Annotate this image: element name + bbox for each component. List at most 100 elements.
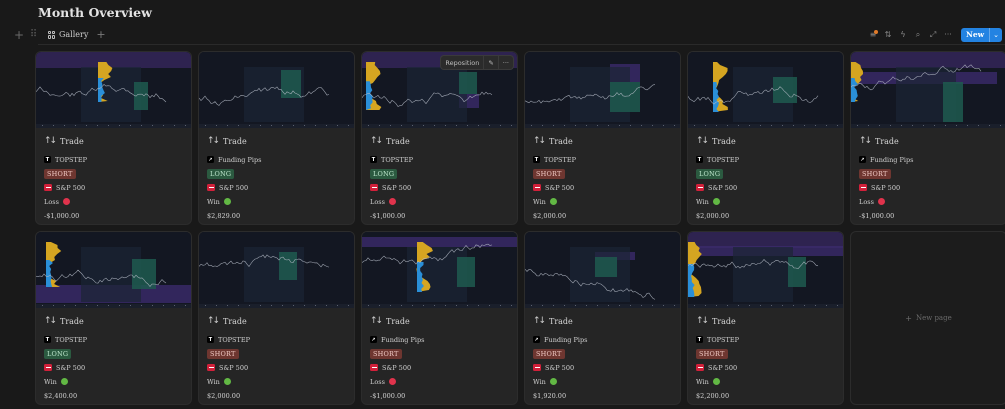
chevron-down-icon[interactable]: ⌄ [989, 27, 1002, 42]
instrument-icon [859, 184, 867, 191]
card-cover[interactable] [36, 52, 191, 128]
result-label: Win [533, 197, 546, 206]
gallery-card[interactable]: ↑↓ Trade ↗ Funding Pips SHORT S&P 500 Loss -$1,… [851, 52, 1005, 224]
direction-tag: LONG [44, 348, 72, 359]
result-property: Loss [370, 375, 509, 388]
trade-arrows-icon: ↑↓ [207, 316, 220, 326]
trade-arrows-icon: ↑↓ [370, 136, 383, 146]
sort-icon[interactable]: ⇅ [884, 30, 892, 39]
filter-icon[interactable]: ≡ [869, 30, 879, 39]
chart-thumbnail [199, 52, 354, 128]
view-toolbar: + ⠿ Gallery + ≡ ⇅ ϟ ⌕ ⤢ ··· New ⌄ [14, 26, 1005, 43]
gallery-card[interactable]: Reposition ✎ ··· ↑↓ Trade T TOPSTEP LONG S&P 500… [362, 52, 517, 224]
instrument-icon [370, 364, 378, 371]
card-title[interactable]: Trade [223, 316, 247, 326]
gallery-card[interactable]: ↑↓ Trade ↗ Funding Pips SHORT S&P 500 Loss -$1,… [362, 232, 517, 404]
instrument-name: S&P 500 [708, 363, 738, 372]
result-label: Win [44, 377, 57, 386]
reposition-button[interactable]: Reposition [445, 58, 480, 67]
firm-property: T TOPSTEP [44, 153, 183, 166]
card-cover[interactable]: Reposition ✎ ··· [362, 52, 517, 128]
more-icon[interactable]: ··· [944, 30, 952, 39]
more-icon[interactable]: ··· [497, 56, 513, 69]
tab-gallery[interactable]: Gallery [48, 30, 88, 39]
chart-thumbnail [199, 232, 354, 308]
card-cover[interactable] [199, 232, 354, 308]
card-title[interactable]: Trade [60, 316, 84, 326]
gallery-card[interactable]: ↑↓ Trade ↗ Funding Pips SHORT S&P 500 Win $1,92… [525, 232, 680, 404]
gallery-card[interactable]: ↑↓ Trade ↗ Funding Pips LONG S&P 500 Win $2,829… [199, 52, 354, 224]
card-title[interactable]: Trade [386, 136, 410, 146]
new-button-label[interactable]: New [966, 30, 985, 39]
card-cover[interactable] [36, 232, 191, 308]
card-title[interactable]: Trade [549, 136, 573, 146]
firm-name: TOPSTEP [381, 155, 413, 164]
card-title[interactable]: Trade [386, 316, 410, 326]
instrument-property: S&P 500 [370, 361, 509, 374]
result-dot-icon [388, 378, 396, 385]
card-cover[interactable] [851, 52, 1005, 128]
firm-name: TOPSTEP [707, 335, 739, 344]
search-icon[interactable]: ⌕ [915, 29, 921, 39]
card-cover[interactable] [688, 52, 843, 128]
instrument-property: S&P 500 [696, 361, 835, 374]
result-property: Win [207, 375, 346, 388]
direction-tag: SHORT [207, 348, 239, 359]
card-title[interactable]: Trade [549, 316, 573, 326]
firm-property: T TOPSTEP [696, 153, 835, 166]
result-label: Win [696, 377, 709, 386]
gallery-card[interactable]: ↑↓ Trade T TOPSTEP SHORT S&P 500 Win $2,200.00 [688, 232, 843, 404]
trade-arrows-icon: ↑↓ [533, 316, 546, 326]
expand-icon[interactable]: ⤢ [929, 29, 937, 39]
chart-thumbnail [525, 52, 680, 128]
card-title[interactable]: Trade [875, 136, 899, 146]
card-title[interactable]: Trade [223, 136, 247, 146]
result-dot-icon [712, 378, 720, 385]
new-page-card[interactable]: + New page [851, 232, 1005, 404]
gallery-card[interactable]: ↑↓ Trade T TOPSTEP SHORT S&P 500 Win $2,000.00 [525, 52, 680, 224]
trade-arrows-icon: ↑↓ [696, 316, 709, 326]
trade-arrows-icon: ↑↓ [44, 136, 57, 146]
instrument-property: S&P 500 [207, 181, 346, 194]
card-cover[interactable] [688, 232, 843, 308]
new-page-label: New page [915, 314, 952, 322]
gallery-card[interactable]: ↑↓ Trade T TOPSTEP LONG S&P 500 Win $2,000.00 [688, 52, 843, 224]
instrument-icon [533, 184, 541, 191]
gallery-card[interactable]: ↑↓ Trade T TOPSTEP SHORT S&P 500 Win $2,000.00 [199, 232, 354, 404]
card-title[interactable]: Trade [712, 136, 736, 146]
edit-icon[interactable]: ✎ [483, 56, 497, 69]
result-label: Loss [370, 377, 385, 386]
card-cover[interactable] [525, 232, 680, 308]
chart-thumbnail [36, 232, 191, 308]
firm-name: TOPSTEP [55, 335, 87, 344]
instrument-property: S&P 500 [859, 181, 998, 194]
new-button[interactable]: New ⌄ [961, 27, 1002, 42]
chart-thumbnail [525, 232, 680, 308]
card-title[interactable]: Trade [60, 136, 84, 146]
direction-tag: LONG [370, 168, 398, 179]
card-cover[interactable] [362, 232, 517, 308]
instrument-name: S&P 500 [219, 363, 249, 372]
automation-icon[interactable]: ϟ [900, 30, 906, 39]
firm-name: TOPSTEP [55, 155, 87, 164]
instrument-property: S&P 500 [533, 181, 672, 194]
instrument-name: S&P 500 [382, 183, 412, 192]
pnl-value: -$1,000.00 [370, 391, 406, 400]
firm-name: TOPSTEP [544, 155, 576, 164]
drag-handle-icon[interactable]: ⠿ [29, 29, 37, 40]
trade-arrows-icon: ↑↓ [696, 136, 709, 146]
add-block-icon[interactable]: + [14, 27, 25, 42]
direction-property: LONG [44, 347, 183, 360]
result-dot-icon [60, 378, 68, 385]
card-title[interactable]: Trade [712, 316, 736, 326]
result-property: Win [533, 375, 672, 388]
result-dot-icon [223, 378, 231, 385]
add-view-icon[interactable]: + [96, 28, 106, 41]
result-label: Loss [44, 197, 59, 206]
gallery-card[interactable]: ↑↓ Trade T TOPSTEP SHORT S&P 500 Loss -$1,000.0… [36, 52, 191, 224]
gallery-card[interactable]: ↑↓ Trade T TOPSTEP LONG S&P 500 Win $2,400.00 [36, 232, 191, 404]
card-cover[interactable] [199, 52, 354, 128]
card-cover[interactable] [525, 52, 680, 128]
firm-property: ↗ Funding Pips [859, 153, 998, 166]
firm-logo-icon: T [207, 336, 214, 343]
